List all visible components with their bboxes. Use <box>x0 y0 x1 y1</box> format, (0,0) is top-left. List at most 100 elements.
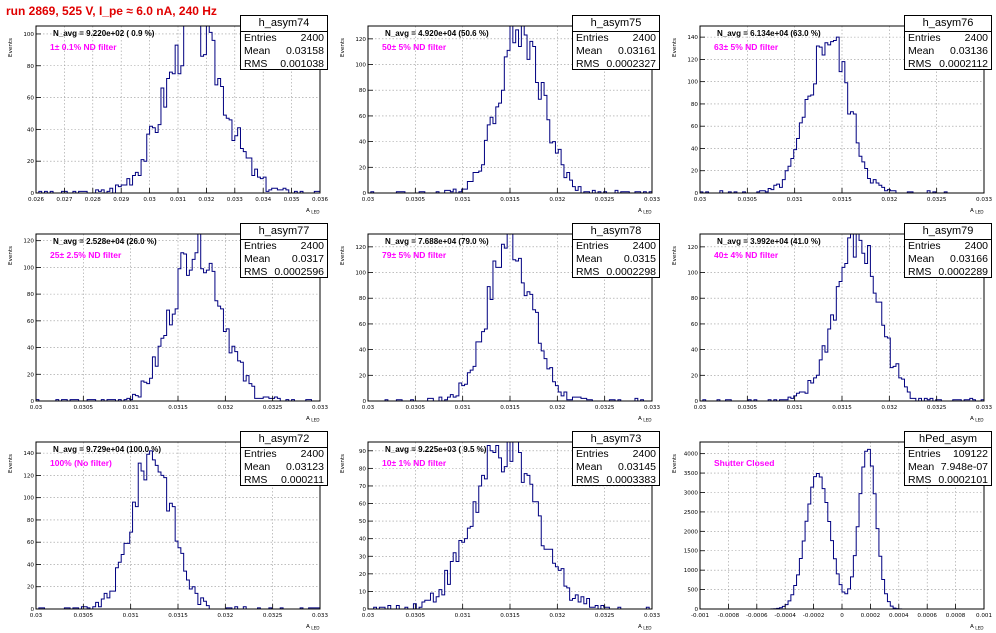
stats-mean-label: Mean <box>576 461 603 473</box>
x-tick-label: 0.032 <box>549 613 565 619</box>
histogram-plot: 0.03 0.0305 0.031 0.0315 0.032 0.0325 0.033 0 20… <box>672 25 992 216</box>
x-tick-label: 0.032 <box>549 197 565 203</box>
x-tick-label: 0.0325 <box>595 405 615 411</box>
x-tick-label: 0.031 <box>787 197 803 203</box>
histogram-name: hPed_asym <box>905 432 991 448</box>
stats-box: h_asym78 Entries 2400 Mean 0.0315 RMS 0.000229… <box>572 223 660 278</box>
stats-rms-value: 0.0002327 <box>606 58 656 70</box>
stats-mean-value: 0.03166 <box>950 253 988 265</box>
n-avg-label: N_avg = 9.220e+02 ( 0.9 %) <box>53 29 155 38</box>
x-tick-label: -0.0002 <box>803 613 825 619</box>
stats-mean-value: 7.948e-07 <box>940 461 988 473</box>
y-tick-label: 0 <box>694 607 698 613</box>
n-avg-label: N_avg = 2.528e+04 (26.0 %) <box>53 237 157 246</box>
y-tick-label: 0 <box>694 399 698 405</box>
x-tick-label: 0.0325 <box>263 613 283 619</box>
stats-mean-row: Mean 0.03161 <box>573 45 659 58</box>
y-tick-label: 20 <box>691 169 699 175</box>
stats-rms-row: RMS 0.0002289 <box>905 266 991 279</box>
histogram-plot: 0.03 0.0305 0.031 0.0315 0.032 0.0325 0.033 0 20… <box>672 233 992 424</box>
histogram-panel: 0.03 0.0305 0.031 0.0315 0.032 0.0325 0.033 0 20… <box>332 10 664 217</box>
histogram-name: h_asym77 <box>241 224 327 240</box>
x-tick-label: -0.0004 <box>774 613 796 619</box>
stats-rms-row: RMS 0.0003383 <box>573 474 659 487</box>
stats-entries-value: 2400 <box>300 448 324 460</box>
x-tick-label: 0.0006 <box>917 613 937 619</box>
y-tick-label: 60 <box>691 124 699 130</box>
x-tick-label: 0.031 <box>787 405 803 411</box>
page-title: run 2869, 525 V, I_pe ≈ 6.0 nA, 240 Hz <box>6 4 217 18</box>
n-avg-label: N_avg = 7.688e+04 (79.0 %) <box>385 237 489 246</box>
x-tick-label: 0.0325 <box>927 197 947 203</box>
y-axis-label: Events <box>340 38 346 57</box>
histogram-name: h_asym78 <box>573 224 659 240</box>
stats-mean-label: Mean <box>244 253 271 265</box>
histogram-name: h_asym72 <box>241 432 327 448</box>
x-tick-label: 0.033 <box>976 197 992 203</box>
stats-entries-row: Entries 2400 <box>905 240 991 253</box>
y-axis-label: Events <box>340 246 346 265</box>
y-tick-label: 120 <box>355 245 366 251</box>
histogram-name: h_asym76 <box>905 16 991 32</box>
histogram-plot: 0.03 0.0305 0.031 0.0315 0.032 0.0325 0.033 0 20… <box>8 233 328 424</box>
x-tick-label: 0.027 <box>56 197 72 203</box>
x-tick-label: 0.03 <box>362 197 375 203</box>
x-axis-label: A LED <box>970 208 984 216</box>
filter-label: 25± 2.5% ND filter <box>50 250 122 260</box>
x-tick-label: 0.03 <box>30 613 43 619</box>
x-tick-label: 0.0002 <box>861 613 881 619</box>
histogram-name: h_asym79 <box>905 224 991 240</box>
x-tick-label: 0.034 <box>255 197 271 203</box>
x-axis-label: A LED <box>306 416 320 424</box>
y-tick-label: 100 <box>687 271 698 277</box>
y-tick-label: 40 <box>691 348 699 354</box>
stats-entries-label: Entries <box>908 240 941 252</box>
y-tick-label: 0 <box>30 399 34 405</box>
stats-entries-value: 2400 <box>964 240 988 252</box>
y-tick-label: 20 <box>359 165 367 171</box>
x-tick-label: 0.031 <box>455 197 471 203</box>
histogram-plot: 0.03 0.0305 0.031 0.0315 0.032 0.0325 0.033 0 20… <box>8 441 328 632</box>
y-tick-label: 20 <box>27 585 35 591</box>
y-tick-label: 60 <box>359 322 367 328</box>
x-tick-label: 0.031 <box>123 405 139 411</box>
filter-label: 50± 5% ND filter <box>382 42 447 52</box>
y-tick-label: 4000 <box>684 452 699 458</box>
y-tick-label: 50 <box>359 519 367 525</box>
histogram-name: h_asym75 <box>573 16 659 32</box>
stats-entries-row: Entries 2400 <box>905 32 991 45</box>
stats-entries-value: 2400 <box>632 448 656 460</box>
y-tick-label: 10 <box>359 589 367 595</box>
x-tick-label: 0.029 <box>113 197 129 203</box>
y-axis-label: Events <box>672 38 678 57</box>
y-tick-label: 80 <box>359 296 367 302</box>
stats-entries-label: Entries <box>576 240 609 252</box>
stats-rms-label: RMS <box>244 58 268 70</box>
x-tick-label: 0.026 <box>28 197 44 203</box>
y-tick-label: 30 <box>359 554 367 560</box>
stats-box: h_asym72 Entries 2400 Mean 0.03123 RMS 0.00021… <box>240 431 328 486</box>
x-tick-label: 0 <box>840 613 844 619</box>
y-tick-label: 0 <box>694 191 698 197</box>
histogram-panel: 0.03 0.0305 0.031 0.0315 0.032 0.0325 0.033 0 20… <box>0 218 332 425</box>
histogram-line <box>36 25 321 194</box>
y-tick-label: 100 <box>23 496 34 502</box>
x-tick-label: 0.036 <box>312 197 328 203</box>
stats-mean-row: Mean 7.948e-07 <box>905 461 991 474</box>
histogram-name: h_asym73 <box>573 432 659 448</box>
y-tick-label: 100 <box>23 265 34 271</box>
stats-mean-value: 0.0317 <box>291 253 324 265</box>
x-tick-label: 0.031 <box>123 613 139 619</box>
x-axis-label: A LED <box>306 624 320 632</box>
x-tick-label: 0.033 <box>312 405 328 411</box>
y-tick-label: 100 <box>687 80 698 86</box>
y-tick-label: 20 <box>27 372 35 378</box>
x-tick-label: 0.03 <box>362 405 375 411</box>
x-tick-label: 0.0305 <box>406 197 426 203</box>
y-axis-label: Events <box>8 38 14 57</box>
x-tick-label: 0.0325 <box>927 405 947 411</box>
stats-rms-value: 0.0002596 <box>274 266 324 278</box>
histogram-panel: 0.03 0.0305 0.031 0.0315 0.032 0.0325 0.033 0 10… <box>332 426 664 633</box>
y-tick-label: 40 <box>27 346 35 352</box>
stats-mean-row: Mean 0.03136 <box>905 45 991 58</box>
